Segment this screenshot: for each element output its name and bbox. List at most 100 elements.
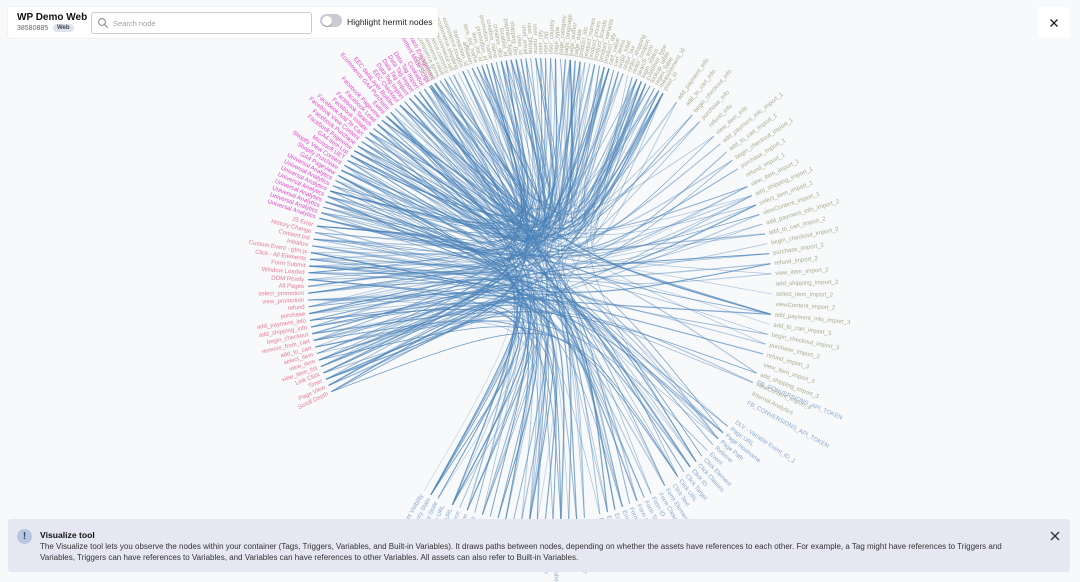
graph-edge [385,115,519,506]
graph-edge [328,293,697,463]
search-icon [98,18,109,29]
graph-edge [448,76,679,477]
graph-edge [312,311,757,374]
graph-edge [309,78,513,321]
graph-edge [308,278,771,315]
graph-edge [315,321,540,523]
graph-edge [327,196,772,275]
graph-node-label[interactable]: Form Submit [271,260,306,270]
search-box[interactable] [91,12,312,34]
graph-edge [331,332,679,477]
graph-edge [312,245,645,498]
graph-node-label[interactable]: DOM Ready [271,276,304,283]
graph-node-label[interactable]: refund [287,305,304,312]
graph-node-label[interactable]: view_item_import_2 [775,267,829,277]
graph-node-label[interactable]: shipping_tier [508,21,518,55]
graph-node-label[interactable]: purchase [280,312,306,321]
graph-edge [309,308,520,496]
graph-edge [344,101,677,238]
graph-node-label[interactable]: add_shipping_import_2 [776,280,839,288]
container-type-badge: Web [53,24,74,32]
graph-edge [310,302,529,520]
graph-edge [573,68,651,209]
graph-edge [471,67,719,440]
graph-node-label[interactable]: location_id [498,28,508,57]
graph-edge [404,101,601,515]
info-panel: ! Visualize tool The Visualize tool lets… [8,519,1070,572]
graph-edge [540,57,546,221]
highlight-hermit-toggle[interactable] [320,14,342,27]
graph-node-label[interactable]: Initialize [286,239,309,249]
toggle-knob [321,15,332,26]
graph-edge [505,58,549,520]
container-name: WP Demo Web [17,12,88,23]
info-close-icon[interactable] [1048,529,1062,543]
graph-edge [341,136,715,253]
graph-node-label[interactable]: payment_type [502,18,513,57]
graph-node-label[interactable]: user_city [538,30,544,54]
close-button[interactable] [1038,7,1070,38]
graph-edge [505,60,619,213]
graph-edge [308,279,562,522]
graph-edge [399,82,526,242]
graph-edge [307,233,766,288]
graph-node-label[interactable]: page_author [568,22,578,56]
container-id: 38580885 [17,25,49,32]
graph-node-label[interactable]: user_country [548,19,556,54]
graph-edge [310,58,568,268]
graph-edge [313,76,522,253]
graph-node-label[interactable]: page_date [573,28,583,58]
graph-node-label[interactable]: select_promotion [258,291,304,298]
graph-node-label[interactable]: JS Error [291,217,314,229]
graph-node-label[interactable]: Timer [307,379,323,390]
graph-edge [315,232,773,295]
graph-edge [434,83,647,215]
graph-edge [583,65,697,462]
search-input[interactable] [111,15,310,32]
graph-node-label[interactable]: Window Loaded [261,267,304,276]
graph-node-label[interactable]: viewContent_import_2 [775,302,836,312]
graph-edge [308,299,533,505]
graph-edge [361,141,539,522]
graph-edge [315,57,557,274]
graph-node-label[interactable]: creative_slot [491,24,503,59]
graph-edge [481,65,642,223]
graph-edge [316,185,748,272]
graph-node-label[interactable]: page_type [553,26,561,55]
graph-edge [584,85,748,229]
graph-node-label[interactable]: select_item_import_2 [776,292,834,299]
graph-node-label[interactable]: user_name [531,24,538,55]
graph-edge [429,85,739,251]
graph-edge [307,271,697,463]
container-header: WP Demo Web 38580885 Web Highlight hermi… [8,7,438,38]
graph-edge [316,225,524,496]
graph-node-label[interactable]: user_phone [526,22,533,55]
graph-edge [307,272,679,477]
graph-edge [467,69,585,518]
graph-node-label[interactable]: user_email [520,25,528,55]
graph-edge [476,66,655,223]
graph-edge [437,67,605,499]
graph-node-label[interactable]: user_id [515,35,523,55]
graph-edge [439,80,756,235]
info-icon: ! [17,529,32,544]
graph-edge [545,58,724,433]
graph-edge [307,186,748,287]
graph-node-label[interactable]: All Pages [279,284,304,290]
graph-node-label[interactable]: product_ids [578,27,589,59]
graph-edge [495,62,642,226]
graph-node-label[interactable]: purchase_import_2 [773,243,825,257]
graph-edge [453,69,615,216]
graph-node-label[interactable]: refund_import_2 [774,256,819,267]
graph-node-label[interactable]: page_category [558,15,568,55]
graph-node-label[interactable]: view_promotion [262,298,304,306]
graph-edge [361,141,770,264]
graph-edge [394,108,753,256]
graph-node-label[interactable]: page_language [563,13,574,55]
graph-edge [316,81,642,354]
graph-node-label[interactable]: user_zip [543,31,550,54]
graph-edge [309,253,770,315]
graph-edge [430,78,522,246]
graph-edge [394,108,766,345]
